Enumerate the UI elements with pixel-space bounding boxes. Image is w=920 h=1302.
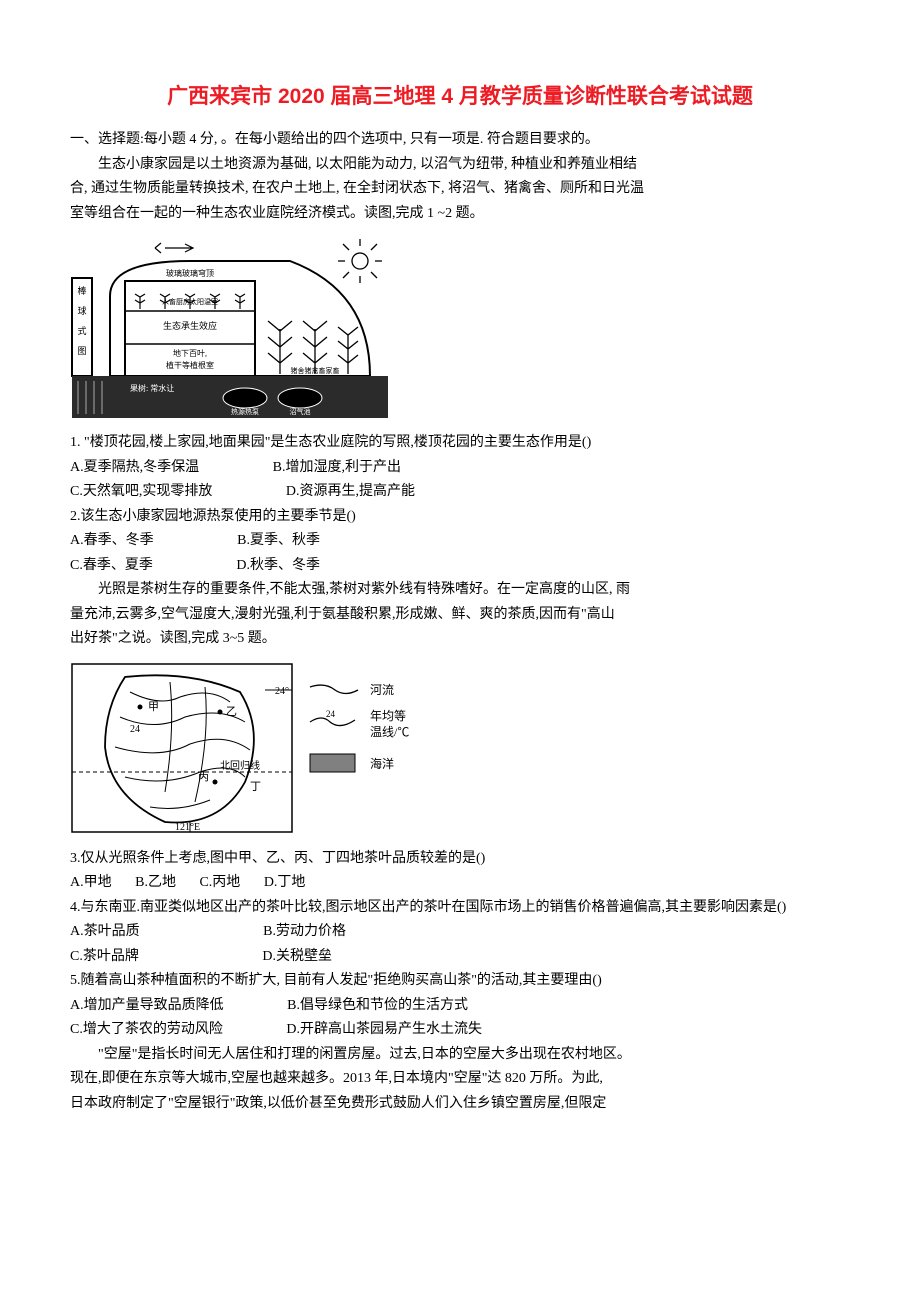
q1-b: B.增加湿度,利于产出 <box>273 460 401 475</box>
svg-text:果树: 常水让: 果树: 常水让 <box>130 383 174 393</box>
q4-a: A.茶叶品质 <box>70 920 140 945</box>
svg-text:24: 24 <box>326 709 336 719</box>
q1-options-row2: C.天然氧吧,实现零排放 D.资源再生,提高产能 <box>70 480 850 505</box>
svg-text:生态承生效应: 生态承生效应 <box>163 320 217 331</box>
q5-options-row1: A.增加产量导致品质降低 B.倡导绿色和节俭的生活方式 <box>70 994 850 1019</box>
passage1-line1: 生态小康家园是以土地资源为基础, 以太阳能为动力, 以沼气为纽带, 种植业和养殖… <box>70 153 850 178</box>
passage2-line3: 出好茶"之说。读图,完成 3~5 题。 <box>70 627 850 652</box>
svg-text:地下百叶,: 地下百叶, <box>173 348 207 358</box>
passage3-line3: 日本政府制定了"空屋银行"政策,以低价甚至免费形式鼓励人们入住乡镇空置房屋,但限… <box>70 1092 850 1117</box>
q4-stem: 4.与东南亚.南亚类似地区出产的茶叶比较,图示地区出产的茶叶在国际市场上的销售价… <box>70 896 850 921</box>
q4-b: B.劳动力价格 <box>263 924 346 939</box>
q1-a: A.夏季隔热,冬季保温 <box>70 456 199 481</box>
svg-text:式: 式 <box>77 325 86 336</box>
q2-a: A.春季、冬季 <box>70 529 154 554</box>
passage3-line2: 现在,即便在东京等大城市,空屋也越来越多。2013 年,日本境内"空屋"达 82… <box>70 1067 850 1092</box>
q3-options: A.甲地 B.乙地 C.丙地 D.丁地 <box>70 871 850 896</box>
section-intro: 一、选择题:每小题 4 分, 。在每小题给出的四个选项中, 只有一项是. 符合题… <box>70 128 850 153</box>
svg-text:年均等: 年均等 <box>370 709 406 723</box>
svg-text:温线/℃: 温线/℃ <box>370 725 409 739</box>
svg-text:人畜厨房太阳温室: 人畜厨房太阳温室 <box>162 297 218 306</box>
svg-text:球: 球 <box>77 305 86 316</box>
figure-1-eco-house: 棒 球 式 图 玻璃玻璃穹顶 人畜厨房太阳温室 生态承生效应 地下百叶, 植干等… <box>70 236 850 421</box>
q3-d: D.丁地 <box>264 875 306 890</box>
q5-c: C.增大了茶农的劳动风险 <box>70 1018 223 1043</box>
q2-b: B.夏季、秋季 <box>237 533 320 548</box>
passage2-line2: 量充沛,云雾多,空气湿度大,漫射光强,利于氨基酸积累,形成嫩、鲜、爽的茶质,因而… <box>70 603 850 628</box>
svg-text:热源热泵: 热源热泵 <box>231 407 259 416</box>
q5-d: D.开辟高山茶园易产生水土流失 <box>286 1022 482 1037</box>
svg-text:植干等植根室: 植干等植根室 <box>166 360 214 370</box>
q3-c: C.丙地 <box>199 875 240 890</box>
q1-c: C.天然氧吧,实现零排放 <box>70 480 212 505</box>
q4-options-row1: A.茶叶品质 B.劳动力价格 <box>70 920 850 945</box>
q2-options-row2: C.春季、夏季 D.秋季、冬季 <box>70 554 850 579</box>
passage1-line2: 合, 通过生物质能量转换技术, 在农户土地上, 在全封闭状态下, 将沼气、猪禽舍… <box>70 177 850 202</box>
svg-text:玻璃玻璃穹顶: 玻璃玻璃穹顶 <box>166 268 214 278</box>
svg-text:24°: 24° <box>275 686 289 697</box>
svg-text:24: 24 <box>130 724 140 735</box>
passage2-line1: 光照是茶树生存的重要条件,不能太强,茶树对紫外线有特殊嗜好。在一定高度的山区, … <box>70 578 850 603</box>
q1-d: D.资源再生,提高产能 <box>286 484 415 499</box>
q4-options-row2: C.茶叶品牌 D.关税壁垒 <box>70 945 850 970</box>
q2-d: D.秋季、冬季 <box>236 558 320 573</box>
exam-title: 广西来宾市 2020 届高三地理 4 月教学质量诊断性联合考试试题 <box>70 80 850 110</box>
q3-b: B.乙地 <box>135 875 176 890</box>
svg-text:丙: 丙 <box>198 771 209 783</box>
svg-text:图: 图 <box>77 346 86 356</box>
svg-text:乙: 乙 <box>226 705 237 718</box>
q5-options-row2: C.增大了茶农的劳动风险 D.开辟高山茶园易产生水土流失 <box>70 1018 850 1043</box>
q5-b: B.倡导绿色和节俭的生活方式 <box>287 998 468 1013</box>
svg-text:丁: 丁 <box>250 781 261 793</box>
q5-a: A.增加产量导致品质降低 <box>70 994 224 1019</box>
passage1-line3: 室等组合在一起的一种生态农业庭院经济模式。读图,完成 1 ~2 题。 <box>70 202 850 227</box>
svg-text:猪舍猪禽畜家畜: 猪舍猪禽畜家畜 <box>291 366 340 375</box>
q4-d: D.关税壁垒 <box>262 949 332 964</box>
svg-text:海洋: 海洋 <box>370 756 394 771</box>
svg-text:沼气池: 沼气池 <box>290 407 311 416</box>
svg-text:北回归线: 北回归线 <box>220 759 260 772</box>
q1-options-row1: A.夏季隔热,冬季保温 B.增加湿度,利于产出 <box>70 456 850 481</box>
svg-text:甲: 甲 <box>148 701 159 713</box>
q4-c: C.茶叶品牌 <box>70 945 139 970</box>
q2-options-row1: A.春季、冬季 B.夏季、秋季 <box>70 529 850 554</box>
q2-stem: 2.该生态小康家园地源热泵使用的主要季节是() <box>70 505 850 530</box>
svg-text:棒: 棒 <box>77 285 86 296</box>
figure-2-taiwan-map: 甲 乙 丙 24 北回归线 24° 121°E 丁 河流 24 年均等 温线/℃ <box>70 662 850 837</box>
q3-a: A.甲地 <box>70 875 112 890</box>
svg-text:河流: 河流 <box>370 683 394 697</box>
q5-stem: 5.随着高山茶种植面积的不断扩大, 目前有人发起"拒绝购买高山茶"的活动,其主要… <box>70 969 850 994</box>
q3-stem: 3.仅从光照条件上考虑,图中甲、乙、丙、丁四地茶叶品质较差的是() <box>70 847 850 872</box>
passage3-line1: "空屋"是指长时间无人居住和打理的闲置房屋。过去,日本的空屋大多出现在农村地区。 <box>70 1043 850 1068</box>
q1-stem: 1. "楼顶花园,楼上家园,地面果园"是生态农业庭院的写照,楼顶花园的主要生态作… <box>70 431 850 456</box>
q2-c: C.春季、夏季 <box>70 554 153 579</box>
svg-text:121°E: 121°E <box>175 822 200 833</box>
